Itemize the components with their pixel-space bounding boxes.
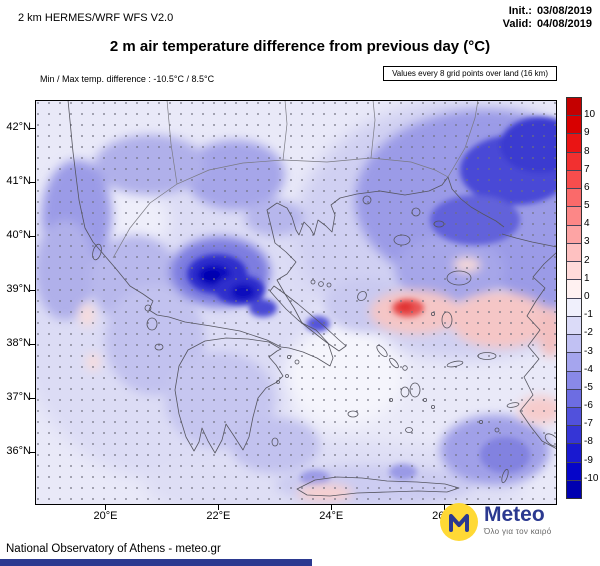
colorbar-tick-label: 9 (584, 127, 590, 139)
colorbar-cell (567, 98, 581, 116)
axis-tick (217, 505, 219, 510)
colorbar-cell (567, 242, 581, 262)
run-times: Init.: 03/08/2019 Valid: 04/08/2019 (503, 5, 592, 31)
colorbar-cell (567, 297, 581, 316)
footer-bar (0, 559, 312, 566)
colorbar-tick-label: 10 (584, 109, 596, 121)
colorbar-cell (567, 206, 581, 225)
colorbar-cell (567, 461, 581, 480)
lat-tick-label: 36°N (6, 445, 31, 458)
axis-tick (30, 235, 35, 237)
colorbar-tick-label: 0 (584, 291, 590, 302)
logo-text: Meteo (484, 503, 545, 526)
country-borders (112, 100, 479, 259)
axis-tick (443, 505, 445, 510)
lon-tick-label: 20°E (93, 510, 118, 522)
colorbar-tick-label: -5 (584, 381, 593, 393)
axis-tick (30, 127, 35, 129)
colorbar-cell (567, 115, 581, 134)
colorbar-labels: 10 9 8 7 6 5 4 3 2 1 0 -1 -2 -3 -4 -5 -6 -7 -8 -9 -10 (584, 97, 600, 497)
colorbar-cell (567, 261, 581, 280)
colorbar-tick-label: 3 (584, 236, 590, 248)
meteo-logo: Meteo Όλο για τον καιρό (440, 503, 552, 541)
page-title: 2 m air temperature difference from prev… (109, 38, 491, 55)
colorbar-tick-label: -10 (584, 472, 599, 484)
colorbar-tick-label: -3 (584, 345, 593, 357)
lon-tick-label: 24°E (319, 510, 344, 522)
colorbar-cell (567, 151, 581, 170)
colorbar-tick-label: -8 (584, 436, 593, 448)
lat-tick-label: 40°N (6, 229, 31, 242)
axis-tick (330, 505, 332, 510)
colorbar-cell (567, 352, 581, 371)
colorbar (566, 97, 582, 499)
axis-tick (30, 181, 35, 183)
model-version-label: 2 km HERMES/WRF WFS V2.0 (18, 12, 174, 24)
colorbar-cell (567, 315, 581, 335)
colorbar-cell (567, 224, 581, 243)
lat-tick-label: 41°N (6, 175, 31, 188)
colorbar-cell (567, 188, 581, 207)
colorbar-cell (567, 334, 581, 353)
lat-tick-label: 39°N (6, 283, 31, 296)
colorbar-tick-label: -2 (584, 327, 593, 339)
colorbar-tick-label: 1 (584, 272, 590, 284)
axis-tick (105, 505, 107, 510)
map-frame (35, 100, 557, 505)
colorbar-tick-label: -6 (584, 400, 593, 412)
colorbar-tick-label: -7 (584, 418, 593, 430)
colorbar-tick-label: -9 (584, 454, 593, 466)
minmax-text: Min / Max temp. difference : -10.5°C / 8… (40, 74, 215, 84)
axis-tick (30, 289, 35, 291)
lat-tick-label: 42°N (6, 121, 31, 134)
greece-map (35, 100, 557, 505)
init-value: 03/08/2019 (536, 5, 592, 17)
axis-tick (30, 397, 35, 399)
valid-line: Valid: 04/08/2019 (503, 18, 592, 31)
colorbar-cell (567, 279, 581, 298)
lon-tick-label: 22°E (206, 510, 231, 522)
axis-tick (30, 343, 35, 345)
colorbar-cell (567, 479, 581, 499)
colorbar-tick-label: -4 (584, 363, 593, 375)
colorbar-tick-label: -1 (584, 309, 593, 321)
attribution-text: National Observatory of Athens - meteo.g… (6, 543, 221, 555)
colorbar-cell (567, 406, 581, 426)
colorbar-cell (567, 443, 581, 462)
colorbar-tick-label: 6 (584, 181, 590, 193)
colorbar-tick-label: 2 (584, 254, 590, 266)
meteo-logo-wordmark: Meteo Όλο για τον καιρό (484, 503, 552, 536)
colorbar-tick-label: 8 (584, 145, 590, 157)
coastlines (67, 100, 557, 497)
lat-tick-label: 38°N (6, 337, 31, 350)
valid-value: 04/08/2019 (536, 18, 592, 30)
colorbar-cell (567, 425, 581, 444)
axis-tick (30, 451, 35, 453)
colorbar-tick-label: 5 (584, 200, 590, 212)
lat-tick-label: 37°N (6, 391, 31, 404)
init-label: Init.: (508, 5, 532, 17)
grid-note: Values every 8 grid points over land (16… (383, 66, 557, 81)
colorbar-cell (567, 388, 581, 407)
colorbar-tick-label: 4 (584, 218, 590, 230)
meteo-logo-icon (440, 503, 478, 541)
colorbar-tick-label: 7 (584, 163, 590, 175)
valid-label: Valid: (502, 18, 532, 30)
colorbar-cell (567, 133, 581, 152)
colorbar-cell (567, 169, 581, 189)
logo-tagline: Όλο για τον καιρό (484, 527, 552, 536)
colorbar-cell (567, 370, 581, 389)
init-line: Init.: 03/08/2019 (503, 5, 592, 18)
